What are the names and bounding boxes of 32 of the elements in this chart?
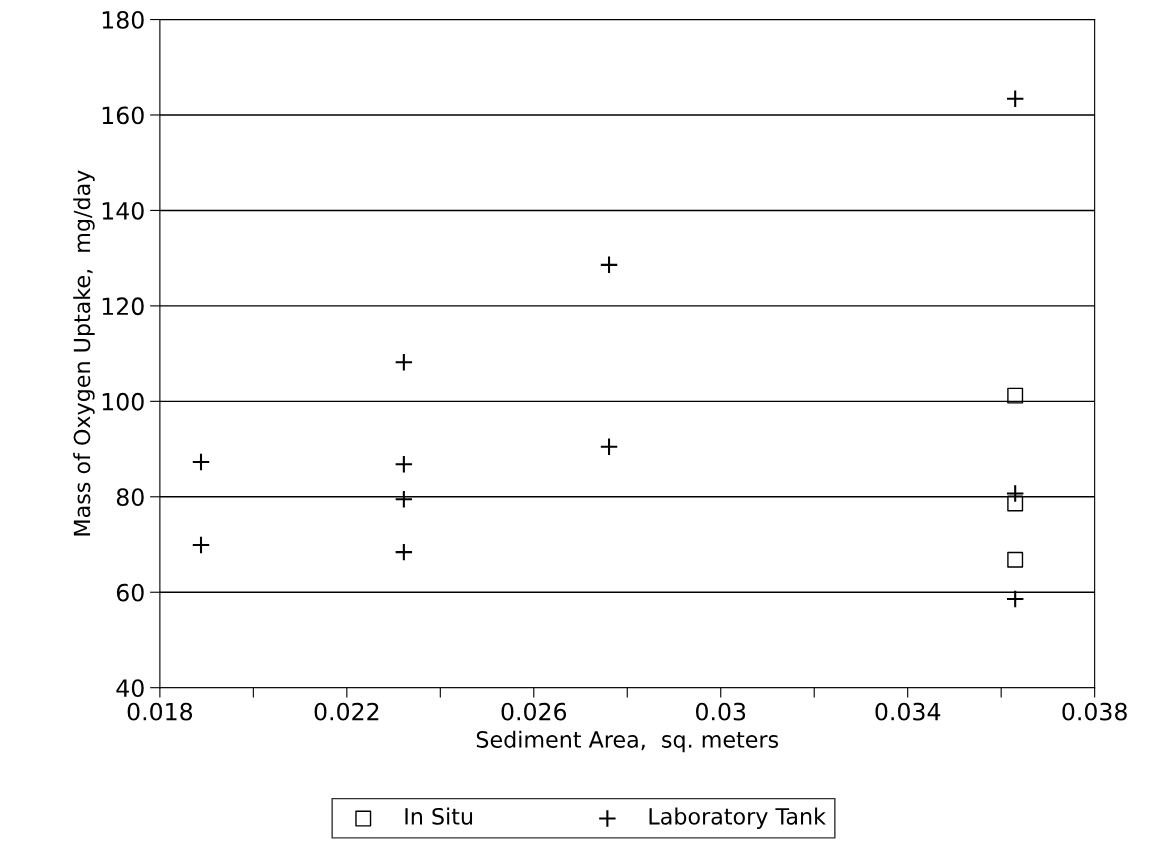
x-tick-label: 0.03	[696, 702, 746, 721]
legend-label: Laboratory Tank	[649, 807, 826, 829]
point	[394, 489, 414, 509]
y-tick-label: 60	[116, 583, 144, 602]
x-tick-label: 0.034	[875, 702, 941, 721]
point	[394, 352, 414, 372]
x-tick-label: 0.038	[1062, 702, 1127, 721]
x-tick-label: 0.018	[127, 702, 193, 721]
point	[1007, 387, 1024, 404]
point	[1007, 551, 1024, 568]
y-tick-label: 140	[102, 201, 144, 220]
point	[1005, 589, 1025, 609]
y-tick-label: 100	[102, 392, 144, 411]
x-tick-label: 0.026	[501, 702, 567, 721]
y-tick-label: 160	[102, 106, 144, 125]
point	[599, 437, 619, 456]
point	[191, 535, 211, 555]
x-tick-label: 0.022	[314, 702, 379, 721]
point	[394, 455, 414, 474]
point	[394, 542, 414, 562]
point	[1005, 89, 1025, 109]
y-tick-label: 40	[116, 679, 144, 697]
legend-label: In Situ	[405, 807, 473, 825]
y-tick-label: 80	[116, 488, 144, 507]
point	[191, 452, 211, 472]
point	[599, 255, 619, 275]
y-axis-title: Mass of Oxygen Uptake, mg/day	[73, 170, 95, 536]
point	[1005, 484, 1025, 503]
point	[1007, 495, 1024, 512]
y-tick-label: 120	[102, 297, 144, 316]
y-tick-label: 180	[102, 10, 144, 29]
x-axis-title: Sediment Area, sq. meters	[476, 730, 779, 753]
